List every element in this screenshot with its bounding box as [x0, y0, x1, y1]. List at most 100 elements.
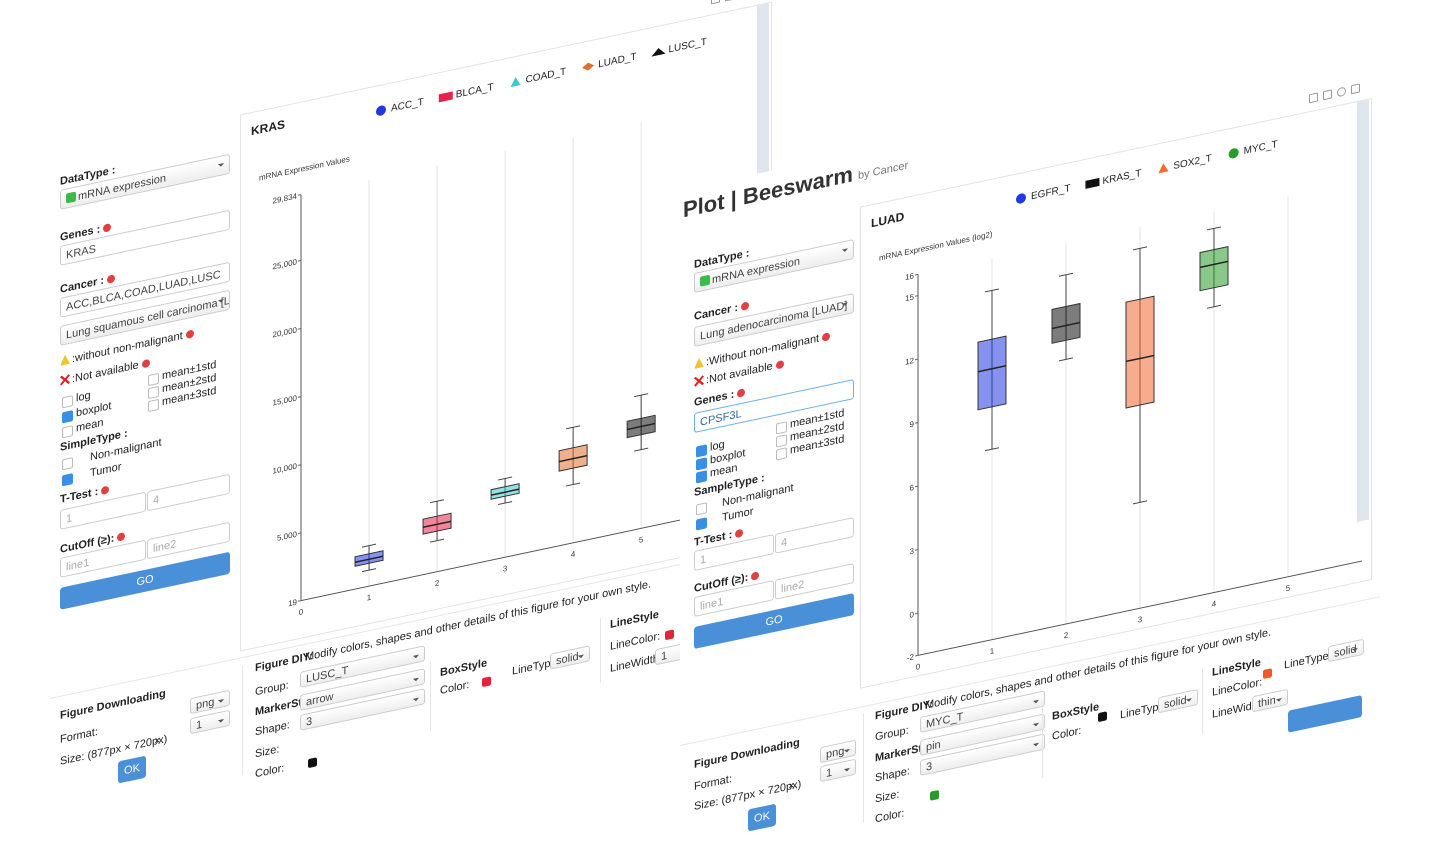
x-tick-label: 2 — [1064, 630, 1069, 640]
x-tick-label: 4 — [571, 549, 576, 559]
legend-marker — [1228, 148, 1239, 159]
legend-label: ACC_T — [391, 97, 424, 115]
color-swatch[interactable] — [1098, 711, 1107, 723]
checkbox[interactable] — [62, 457, 73, 471]
option: Tumor — [722, 505, 754, 525]
label: Shape: — [875, 765, 910, 785]
color-swatch[interactable] — [665, 629, 674, 641]
label: Color: — [875, 807, 905, 826]
label: LineType: — [1284, 649, 1332, 672]
tool-icon[interactable] — [711, 0, 720, 5]
y-tick-label: 19 — [288, 597, 297, 608]
tool-icon[interactable] — [1323, 89, 1332, 101]
color-swatch[interactable] — [482, 676, 491, 688]
label: Format: — [60, 725, 98, 746]
close[interactable]: × — [788, 779, 795, 794]
checkbox[interactable] — [696, 502, 707, 516]
select[interactable]: solid — [1328, 638, 1364, 663]
tool-icon[interactable] — [1351, 83, 1360, 95]
legend-marker — [1085, 177, 1100, 189]
checkbox[interactable] — [776, 447, 787, 461]
select[interactable]: solid — [550, 645, 590, 670]
checkbox[interactable] — [62, 410, 73, 424]
checkbox[interactable] — [62, 425, 73, 439]
x-tick-label: 3 — [1138, 615, 1143, 625]
whisker-cap — [1207, 226, 1221, 231]
chart-title: KRAS — [251, 117, 285, 138]
x-tick-label: 2 — [435, 578, 440, 588]
legend-marker — [510, 77, 521, 88]
y-tick-label: 20,000 — [273, 325, 298, 339]
ok-button[interactable]: OK — [748, 803, 776, 832]
select[interactable]: 1 — [820, 758, 856, 783]
label: Color: — [255, 762, 285, 781]
checkbox[interactable] — [696, 457, 707, 471]
x-tick-label: 5 — [1286, 583, 1291, 593]
ok-button[interactable]: OK — [118, 755, 146, 784]
option: mean — [76, 416, 104, 435]
right-panel: Plot | Beeswarm by Cancer DataType : mRN… — [680, 41, 1380, 832]
color-swatch[interactable] — [308, 757, 317, 769]
color-swatch[interactable] — [930, 789, 939, 801]
y-tick-label: 25,000 — [273, 257, 298, 271]
median — [559, 454, 588, 463]
color-swatch[interactable] — [1263, 668, 1272, 680]
x-tick-label: 3 — [503, 564, 508, 574]
checkbox[interactable] — [776, 434, 787, 448]
action-button[interactable] — [1288, 695, 1362, 733]
checkbox[interactable] — [148, 372, 159, 387]
median — [355, 555, 384, 563]
whisker-cap — [566, 425, 581, 430]
legend-label: LUAD_T — [598, 51, 636, 70]
chart-card: LUAD mRNA Expression Values (log2) -2 0 3 6 9 1… — [860, 83, 1372, 689]
select[interactable]: solid — [1158, 688, 1198, 714]
checkbox[interactable] — [696, 517, 707, 531]
median — [627, 422, 656, 431]
checkbox[interactable] — [696, 444, 707, 458]
legend-marker — [376, 105, 386, 116]
box — [1051, 302, 1081, 344]
label: LineColor: — [610, 630, 661, 653]
select[interactable]: thin — [1252, 688, 1288, 713]
whisker-cap — [634, 447, 649, 452]
median — [491, 488, 520, 496]
y-tick-label: 6 — [910, 483, 915, 493]
section-title: BoxStyle — [440, 657, 488, 680]
scrollbar — [1357, 99, 1369, 523]
median — [1200, 260, 1228, 269]
box — [1199, 246, 1229, 292]
separator — [242, 664, 243, 776]
median — [423, 520, 452, 529]
y-tick-label: 5,000 — [277, 530, 297, 543]
checkbox[interactable] — [62, 473, 73, 487]
tool-icon[interactable] — [1337, 86, 1346, 98]
whisker-cap — [634, 393, 649, 398]
checkbox[interactable] — [696, 470, 707, 484]
checkbox[interactable] — [62, 395, 73, 409]
chart-title: LUAD — [871, 209, 905, 230]
checkbox[interactable] — [148, 398, 159, 413]
checkbox[interactable] — [148, 385, 159, 400]
tool-icon[interactable] — [725, 0, 734, 2]
separator — [600, 617, 601, 684]
y-tick-label: 9 — [910, 419, 915, 429]
y-axis-label: mRNA Expression Values (log2) — [879, 230, 993, 263]
input[interactable]: line2 — [775, 563, 854, 600]
close[interactable]: × — [154, 734, 161, 748]
checkbox[interactable] — [776, 421, 787, 435]
whisker-cap — [1133, 500, 1147, 505]
label: Size: — [255, 743, 280, 761]
input[interactable]: 4 — [775, 517, 854, 554]
option: Tumor — [90, 460, 122, 480]
label: Color: — [440, 678, 470, 698]
tool-icon[interactable] — [1309, 92, 1318, 104]
select[interactable]: mRNA expression — [694, 239, 854, 294]
section-title: Figure Downloading — [694, 736, 800, 772]
select[interactable]: 1 — [190, 709, 230, 735]
separator — [1202, 668, 1203, 735]
legend-label: BLCA_T — [456, 82, 494, 101]
input[interactable]: 4 — [147, 473, 230, 512]
x-tick-label: 4 — [1212, 599, 1217, 609]
